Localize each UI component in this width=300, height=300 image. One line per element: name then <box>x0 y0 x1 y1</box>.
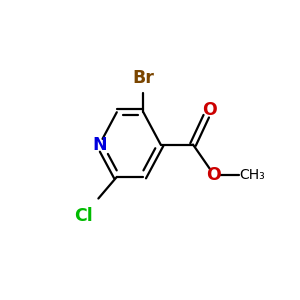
Text: Br: Br <box>132 69 154 87</box>
Text: O: O <box>206 166 221 184</box>
Text: N: N <box>92 136 107 154</box>
Text: O: O <box>202 101 217 119</box>
Text: Cl: Cl <box>74 207 93 225</box>
Text: CH₃: CH₃ <box>239 168 265 182</box>
